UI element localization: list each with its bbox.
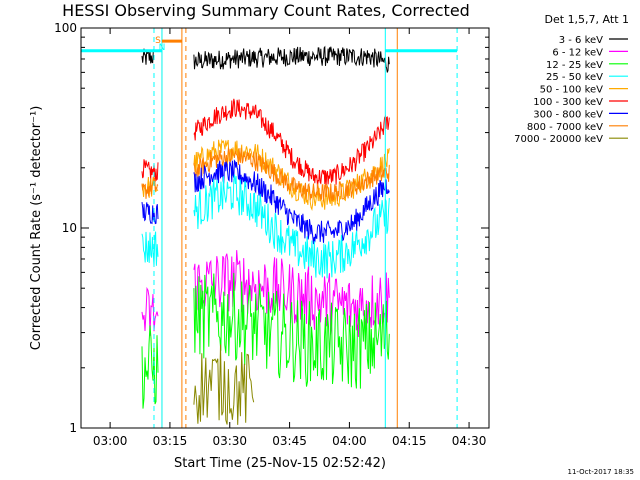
series-line [193, 344, 255, 425]
x-tick-label: 03:15 [153, 434, 188, 448]
legend-label: 300 - 800 keV [533, 109, 603, 120]
y-axis-label: Corrected Count Rate (s⁻¹ detector⁻¹) [29, 106, 44, 351]
series-line [193, 250, 390, 338]
series-12-25-kev [141, 272, 390, 409]
y-tick-label: 100 [54, 21, 77, 35]
legend-label: 3 - 6 keV [559, 35, 603, 46]
legend-label: 7000 - 20000 keV [514, 134, 603, 145]
series-line [141, 177, 159, 199]
legend-label: 12 - 25 keV [546, 60, 603, 71]
x-tick-label: 04:00 [332, 434, 367, 448]
legend-label: 100 - 300 keV [533, 97, 603, 108]
legend-label: 25 - 50 keV [546, 72, 603, 83]
series-6-12-kev [141, 250, 390, 338]
x-tick-label: 03:45 [272, 434, 307, 448]
x-axis-ticks: 03:00 03:15 03:30 03:45 04:00 04:15 04:30 [93, 28, 487, 448]
marker-layer: SN [81, 28, 458, 428]
series-line [141, 325, 159, 409]
x-tick-label: 04:30 [452, 434, 487, 448]
x-tick-label: 03:30 [212, 434, 247, 448]
series-line [193, 45, 390, 73]
y-axis-ticks: 1 10 100 [54, 21, 489, 435]
y-tick-label: 1 [69, 421, 77, 435]
series-7000-20000-kev [193, 344, 255, 425]
annotation-label: S [155, 36, 161, 46]
series-line [141, 202, 159, 225]
annotation-label: N [159, 43, 166, 53]
footer-timestamp: 11-Oct-2017 18:35 [568, 468, 634, 476]
legend-label: 6 - 12 keV [552, 47, 603, 58]
y-tick-label: 10 [62, 221, 77, 235]
series-line [193, 174, 390, 279]
series-800-7000-kev [141, 146, 390, 202]
x-tick-label: 03:00 [93, 434, 128, 448]
series-line [193, 138, 390, 212]
legend-label: 800 - 7000 keV [527, 122, 603, 133]
series-line [193, 146, 390, 202]
series-line [141, 286, 159, 336]
x-axis-label: Start Time (25-Nov-15 02:52:42) [174, 456, 386, 471]
series-line [193, 272, 390, 389]
series-25-50-kev [141, 174, 390, 279]
series-line [141, 231, 159, 266]
series-layer [141, 45, 390, 425]
chart-title: HESSI Observing Summary Count Rates, Cor… [62, 1, 470, 20]
legend-header: Det 1,5,7, Att 1 [545, 13, 629, 26]
x-tick-label: 04:15 [392, 434, 427, 448]
plot-area: SN 03:00 03:15 03:30 03:45 04:00 04:15 04:30 1… [54, 21, 490, 448]
legend-label: 50 - 100 keV [540, 85, 604, 96]
series-line [193, 98, 390, 187]
